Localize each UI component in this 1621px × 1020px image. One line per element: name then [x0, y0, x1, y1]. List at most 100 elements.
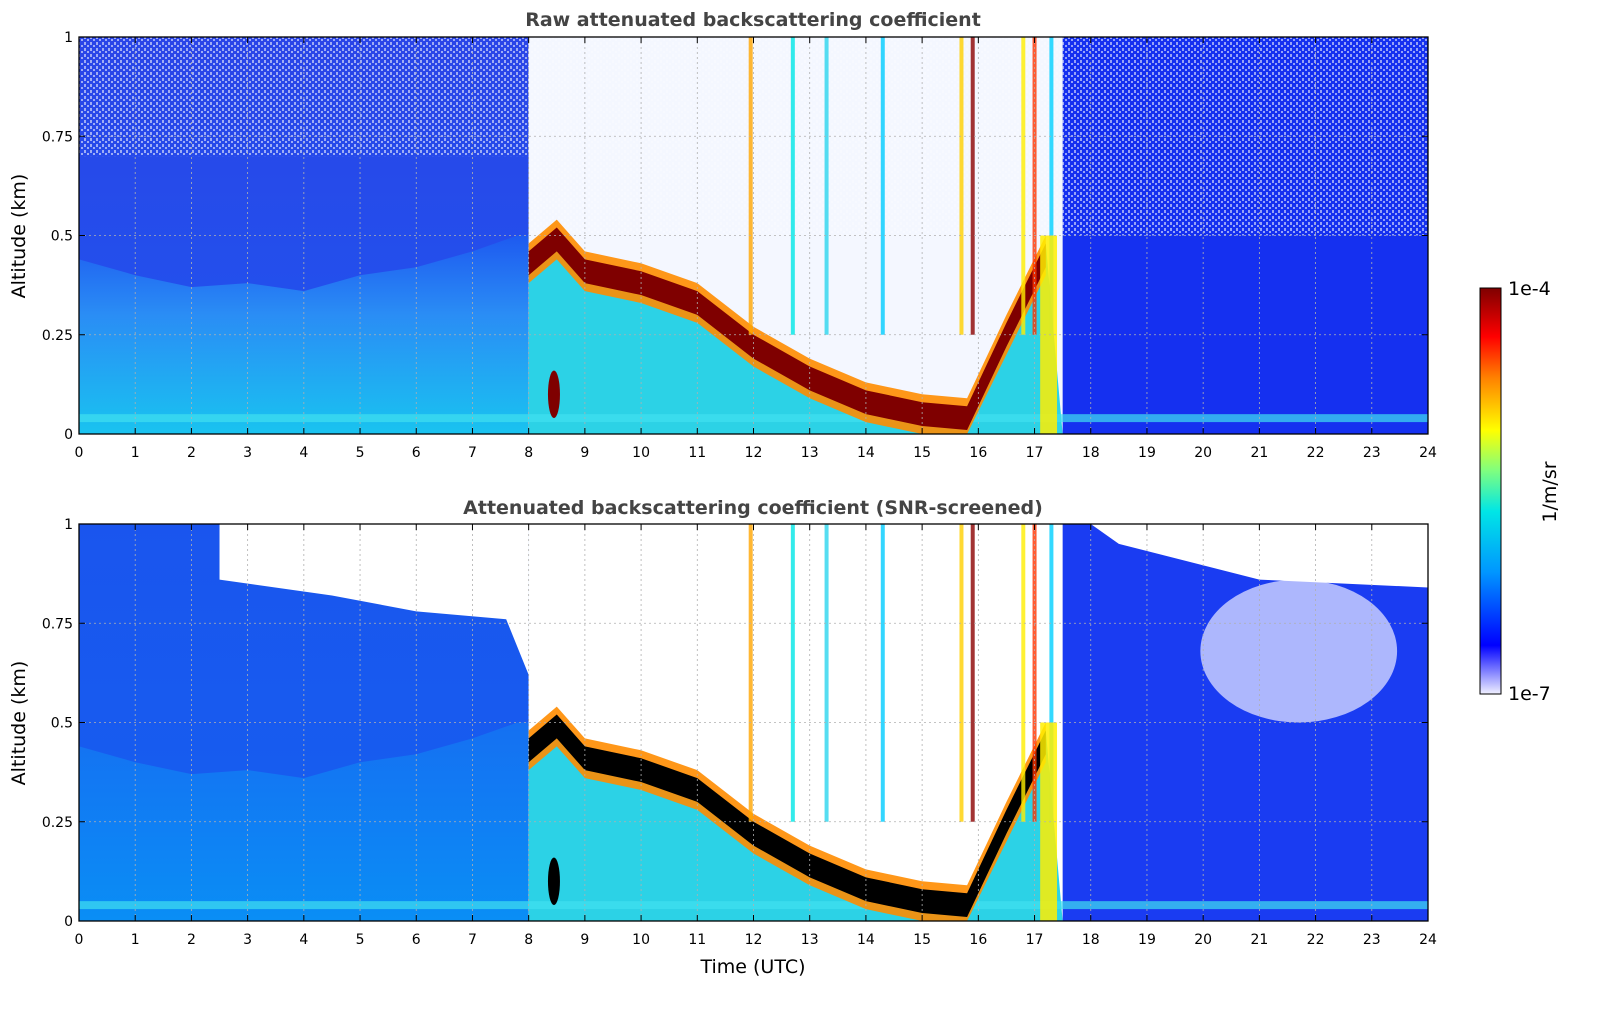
y-tick-label: 0 — [64, 914, 73, 930]
x-tick-label: 8 — [524, 932, 533, 948]
x-tick-label: 18 — [1082, 445, 1100, 461]
y-tick-label: 1 — [64, 517, 73, 533]
x-tick-label: 0 — [75, 932, 84, 948]
low-cloud-blob — [547, 370, 560, 419]
cloud-streak — [824, 524, 829, 822]
high-signal-column — [1040, 722, 1058, 921]
x-tick-label: 0 — [75, 445, 84, 461]
panel-screened: Attenuated backscattering coefficient (S… — [8, 497, 1437, 978]
x-tick-label: 8 — [524, 445, 533, 461]
panel-screened-title: Attenuated backscattering coefficient (S… — [463, 497, 1043, 519]
cloud-streak — [959, 37, 964, 335]
x-tick-label: 9 — [580, 445, 589, 461]
x-tick-label: 1 — [131, 932, 140, 948]
panel-raw-plot-area — [79, 37, 1428, 434]
x-tick-label: 24 — [1419, 445, 1437, 461]
x-tick-label: 2 — [187, 932, 196, 948]
panel-raw-y-ticks: 0 0.25 0.5 0.75 1 — [42, 30, 1428, 443]
y-tick-label: 0.5 — [51, 716, 73, 732]
cloud-streak — [880, 524, 885, 822]
cloud-streak — [970, 37, 975, 335]
y-tick-label: 0 — [64, 427, 73, 443]
y-tick-label: 0.75 — [42, 616, 73, 632]
x-tick-label: 16 — [969, 445, 987, 461]
x-tick-label: 14 — [857, 445, 875, 461]
x-tick-label: 23 — [1363, 445, 1381, 461]
low-cloud-blob — [547, 857, 560, 906]
panel-raw-x-ticks: 0 1 2 3 4 5 6 7 8 9 10 11 12 13 14 15 16 17 18 19 20 21 22 23 24 — [75, 37, 1437, 461]
cloud-streak — [790, 524, 795, 822]
x-tick-label: 3 — [243, 932, 252, 948]
cloud-streak — [970, 524, 975, 822]
panel-raw-title: Raw attenuated backscattering coefficien… — [525, 9, 981, 31]
y-tick-label: 0.25 — [42, 815, 73, 831]
x-tick-label: 10 — [632, 445, 650, 461]
cloud-streak — [880, 37, 885, 335]
noise-upper-morning — [79, 37, 529, 157]
panel-raw: Raw attenuated backscattering coefficien… — [8, 9, 1437, 461]
x-tick-label: 12 — [745, 932, 763, 948]
x-tick-label: 17 — [1026, 445, 1044, 461]
cloud-streak — [790, 37, 795, 335]
x-tick-label: 24 — [1419, 932, 1437, 948]
x-tick-label: 15 — [913, 445, 931, 461]
colorbar-unit-label: 1/m/sr — [1539, 461, 1561, 522]
y-tick-label: 1 — [64, 30, 73, 46]
cloud-streak — [748, 524, 753, 822]
panel-screened-xlabel: Time (UTC) — [699, 956, 805, 978]
high-signal-column — [1040, 235, 1058, 434]
x-tick-label: 22 — [1307, 932, 1325, 948]
x-tick-label: 9 — [580, 932, 589, 948]
cloud-edge — [528, 219, 1046, 434]
panel-raw-ylabel: Altitude (km) — [8, 174, 30, 299]
x-tick-label: 15 — [913, 932, 931, 948]
x-tick-label: 22 — [1307, 445, 1325, 461]
aerosol-layer — [79, 235, 529, 434]
x-tick-label: 4 — [299, 932, 308, 948]
x-tick-label: 7 — [468, 445, 477, 461]
cloud-streak — [1049, 37, 1054, 335]
screened-out-upper-morning — [219, 524, 529, 675]
cloud-streak — [748, 37, 753, 335]
cloud-streak — [1049, 524, 1054, 822]
cloud-streak — [1032, 524, 1037, 822]
x-tick-label: 11 — [688, 445, 706, 461]
colorbar: 1e-4 1e-7 1/m/sr — [1479, 278, 1561, 705]
panel-screened-ylabel: Altitude (km) — [8, 661, 30, 786]
panel-raw-grid — [79, 37, 1428, 434]
x-tick-label: 13 — [801, 445, 819, 461]
x-tick-label: 20 — [1194, 445, 1212, 461]
x-tick-label: 2 — [187, 445, 196, 461]
panel-screened-plot-area — [79, 524, 1428, 921]
x-tick-label: 5 — [356, 445, 365, 461]
x-tick-label: 6 — [412, 932, 421, 948]
x-tick-label: 14 — [857, 932, 875, 948]
panel-screened-x-ticks: 0 1 2 3 4 5 6 7 8 9 10 11 12 13 14 15 16 17 18 19 20 21 22 23 24 — [75, 524, 1437, 948]
x-tick-label: 11 — [688, 932, 706, 948]
x-tick-label: 18 — [1082, 932, 1100, 948]
x-tick-label: 6 — [412, 445, 421, 461]
x-tick-label: 16 — [969, 932, 987, 948]
x-tick-label: 21 — [1250, 445, 1268, 461]
x-tick-label: 3 — [243, 445, 252, 461]
x-tick-label: 1 — [131, 445, 140, 461]
cloud-streak — [824, 37, 829, 335]
aerosol-layer — [79, 722, 529, 921]
x-tick-label: 17 — [1026, 932, 1044, 948]
cloud-streak — [959, 524, 964, 822]
y-tick-label: 0.75 — [42, 129, 73, 145]
x-tick-label: 10 — [632, 932, 650, 948]
cloud-edge — [528, 706, 1046, 921]
x-tick-label: 5 — [356, 932, 365, 948]
x-tick-label: 19 — [1138, 932, 1156, 948]
cloud-streak — [1021, 37, 1026, 335]
x-tick-label: 12 — [745, 445, 763, 461]
x-tick-label: 20 — [1194, 932, 1212, 948]
panel-screened-grid — [79, 524, 1428, 921]
x-tick-label: 13 — [801, 932, 819, 948]
x-tick-label: 4 — [299, 445, 308, 461]
cloud-core — [528, 714, 1046, 918]
cloud-core — [528, 227, 1046, 431]
panel-screened-y-ticks: 0 0.25 0.5 0.75 1 — [42, 517, 1428, 930]
